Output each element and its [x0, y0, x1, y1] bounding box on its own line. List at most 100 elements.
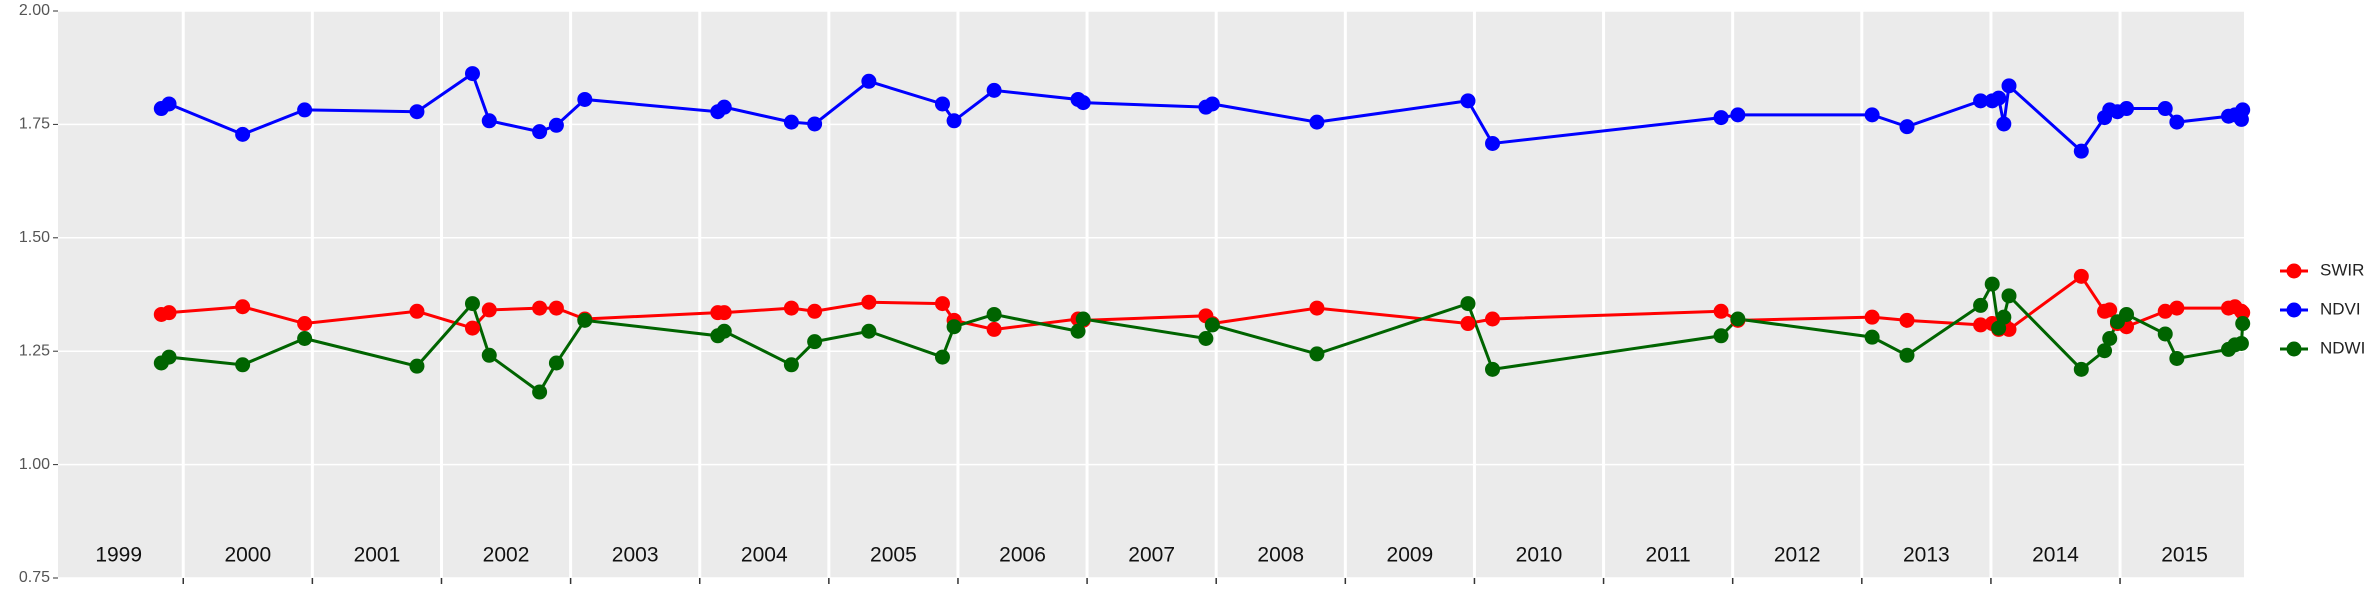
y-tick-label: 1.25	[19, 342, 50, 359]
year-label: 1999	[95, 544, 142, 567]
data-point	[1973, 93, 1989, 109]
data-point	[861, 73, 877, 89]
data-point	[481, 302, 497, 318]
year-label: 2005	[870, 544, 917, 567]
data-point	[2235, 102, 2251, 118]
data-point	[1730, 311, 1746, 327]
data-point	[986, 306, 1002, 322]
plot-panel	[58, 11, 2244, 578]
year-label: 2007	[1128, 544, 1175, 567]
data-point	[783, 300, 799, 316]
legend-label: NDWI	[2320, 338, 2365, 357]
data-point	[946, 319, 962, 335]
data-point	[1309, 114, 1325, 130]
data-point	[1713, 110, 1729, 126]
y-tick-label: 0.75	[19, 569, 50, 586]
data-point	[1309, 346, 1325, 362]
year-label: 2014	[2032, 544, 2079, 567]
legend-marker	[2286, 302, 2302, 318]
data-point	[235, 126, 251, 142]
data-point	[577, 312, 593, 328]
data-point	[1864, 329, 1880, 345]
y-tick-label: 1.75	[19, 116, 50, 133]
data-point	[934, 349, 950, 365]
data-point	[1973, 297, 1989, 313]
data-point	[1204, 96, 1220, 112]
data-point	[1713, 303, 1729, 319]
data-point	[161, 349, 177, 365]
year-label: 2008	[1257, 544, 1304, 567]
data-point	[235, 299, 251, 315]
year-label: 2006	[999, 544, 1046, 567]
year-label: 2009	[1387, 544, 1434, 567]
year-label: 2012	[1774, 544, 1821, 567]
data-point	[1973, 317, 1989, 333]
data-point	[861, 294, 877, 310]
data-point	[716, 99, 732, 115]
data-point	[409, 303, 425, 319]
data-point	[783, 114, 799, 130]
data-point	[577, 91, 593, 107]
data-point	[2102, 330, 2118, 346]
year-label: 2011	[1646, 544, 1691, 567]
data-point	[532, 124, 548, 140]
data-point	[1460, 296, 1476, 312]
data-point	[1485, 361, 1501, 377]
data-point	[481, 347, 497, 363]
data-point	[1075, 311, 1091, 327]
data-point	[1899, 312, 1915, 328]
data-point	[1460, 316, 1476, 332]
legend-label: SWIR	[2320, 260, 2364, 279]
data-point	[986, 82, 1002, 98]
year-label: 2001	[354, 544, 401, 567]
year-label: 2002	[483, 544, 530, 567]
data-point	[548, 117, 564, 133]
data-point	[807, 334, 823, 350]
legend-marker	[2286, 341, 2302, 357]
data-point	[532, 384, 548, 400]
data-point	[946, 113, 962, 129]
data-point	[1899, 347, 1915, 363]
data-point	[2169, 350, 2185, 366]
data-point	[2073, 361, 2089, 377]
data-point	[1485, 135, 1501, 151]
data-point	[783, 357, 799, 373]
year-label: 2013	[1903, 544, 1950, 567]
data-point	[2169, 300, 2185, 316]
data-point	[2169, 114, 2185, 130]
y-tick-label: 2.00	[19, 2, 50, 19]
data-point	[934, 296, 950, 312]
data-point	[2119, 306, 2135, 322]
data-point	[807, 303, 823, 319]
data-point	[1460, 93, 1476, 109]
data-point	[2097, 343, 2113, 359]
data-point	[1899, 119, 1915, 135]
data-point	[1070, 323, 1086, 339]
data-point	[2001, 78, 2017, 94]
data-point	[297, 316, 313, 332]
legend-label: NDVI	[2320, 299, 2361, 318]
data-point	[464, 296, 480, 312]
data-point	[1485, 311, 1501, 327]
data-point	[532, 300, 548, 316]
data-point	[1075, 95, 1091, 111]
data-point	[481, 113, 497, 129]
data-point	[464, 66, 480, 82]
year-label: 2003	[612, 544, 659, 567]
data-point	[1730, 107, 1746, 123]
data-point	[2235, 305, 2251, 321]
data-point	[297, 102, 313, 118]
data-point	[2233, 335, 2249, 351]
data-point	[2157, 303, 2173, 319]
data-point	[464, 320, 480, 336]
data-point	[161, 96, 177, 112]
data-point	[934, 96, 950, 112]
year-label: 2000	[224, 544, 271, 567]
year-label: 2010	[1516, 544, 1563, 567]
data-point	[2073, 268, 2089, 284]
data-point	[409, 358, 425, 374]
data-point	[548, 300, 564, 316]
year-label: 2004	[741, 544, 788, 567]
